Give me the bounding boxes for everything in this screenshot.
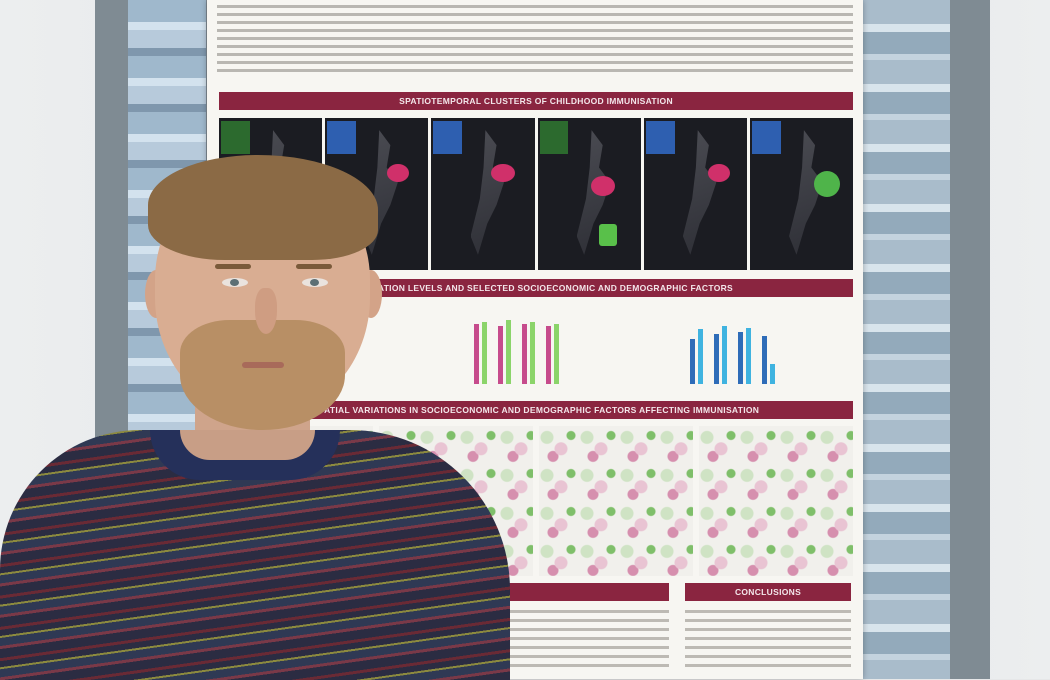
banner-clusters: SPATIOTEMPORAL CLUSTERS OF CHILDHOOD IMM… — [219, 92, 853, 110]
mouth — [242, 362, 284, 368]
discussion-text — [503, 604, 669, 679]
map-panel — [749, 118, 854, 270]
display-stand-right — [862, 0, 950, 679]
nose — [255, 288, 277, 334]
hair — [148, 155, 378, 260]
small-multiple-map — [539, 426, 693, 576]
bar-chart — [649, 302, 853, 394]
banner-conclusions: CONCLUSIONS — [685, 583, 851, 601]
bar-chart — [434, 302, 638, 394]
small-multiple-map — [699, 426, 853, 576]
banner-variations: SPATIAL VARIATIONS IN SOCIOECONOMIC AND … — [219, 401, 853, 419]
left-eyebrow — [215, 264, 251, 269]
conclusions-text — [685, 604, 851, 679]
person-portrait — [0, 150, 520, 680]
neckline — [180, 430, 315, 460]
map-panel — [431, 118, 535, 270]
map-panel — [643, 118, 747, 270]
intro-text-block — [217, 0, 853, 88]
beard — [180, 320, 345, 430]
right-eye — [302, 278, 328, 287]
left-eye — [222, 278, 248, 287]
map-panel — [537, 118, 641, 270]
banner-discussion — [503, 583, 669, 601]
right-eyebrow — [296, 264, 332, 269]
